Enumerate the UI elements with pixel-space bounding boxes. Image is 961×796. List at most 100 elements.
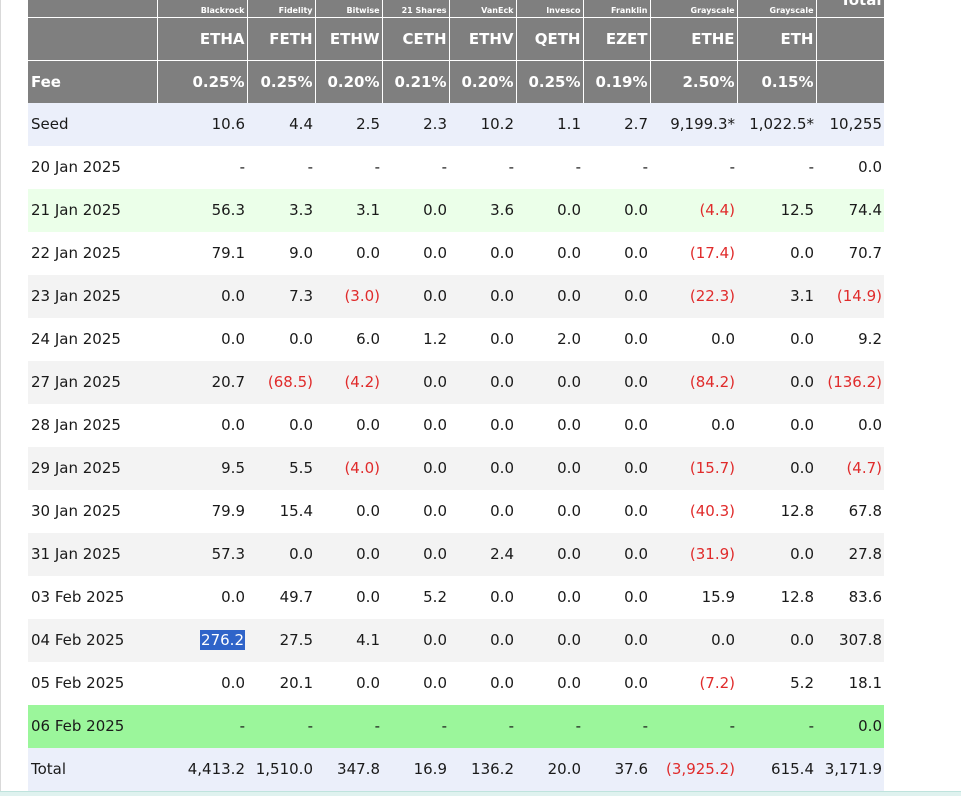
- table-cell[interactable]: 12.8: [737, 490, 816, 533]
- table-cell[interactable]: 15.9: [650, 576, 737, 619]
- table-cell[interactable]: 0.0: [583, 189, 650, 232]
- table-cell[interactable]: 57.3: [157, 533, 247, 576]
- table-cell[interactable]: 10,255: [816, 103, 884, 146]
- table-cell[interactable]: 0.0: [449, 576, 516, 619]
- table-cell[interactable]: (4.7): [816, 447, 884, 490]
- table-cell[interactable]: 0.0: [382, 619, 449, 662]
- table-cell[interactable]: 0.0: [583, 662, 650, 705]
- table-cell[interactable]: -: [247, 146, 315, 189]
- row-label-cell[interactable]: 05 Feb 2025: [28, 662, 157, 705]
- table-cell[interactable]: 1.1: [516, 103, 583, 146]
- table-cell[interactable]: 0.0: [516, 662, 583, 705]
- table-cell[interactable]: 0.0: [737, 404, 816, 447]
- table-cell[interactable]: (4.4): [650, 189, 737, 232]
- row-label-cell[interactable]: 23 Jan 2025: [28, 275, 157, 318]
- table-cell[interactable]: 2.3: [382, 103, 449, 146]
- table-cell[interactable]: -: [449, 705, 516, 748]
- table-cell[interactable]: 0.0: [247, 318, 315, 361]
- table-cell[interactable]: 5.2: [382, 576, 449, 619]
- row-label-cell[interactable]: 04 Feb 2025: [28, 619, 157, 662]
- table-cell[interactable]: 0.0: [157, 662, 247, 705]
- table-cell[interactable]: 0.0: [157, 404, 247, 447]
- table-cell[interactable]: -: [737, 146, 816, 189]
- table-cell[interactable]: 0.0: [382, 447, 449, 490]
- table-cell[interactable]: 7.3: [247, 275, 315, 318]
- table-cell[interactable]: 0.0: [737, 318, 816, 361]
- row-label-cell[interactable]: 20 Jan 2025: [28, 146, 157, 189]
- table-cell[interactable]: 10.6: [157, 103, 247, 146]
- row-label-cell[interactable]: 21 Jan 2025: [28, 189, 157, 232]
- table-cell[interactable]: (22.3): [650, 275, 737, 318]
- table-cell[interactable]: 0.0: [315, 490, 382, 533]
- table-cell[interactable]: 5.2: [737, 662, 816, 705]
- table-cell[interactable]: 3,171.9: [816, 748, 884, 791]
- table-cell[interactable]: 0.0: [449, 619, 516, 662]
- table-cell[interactable]: (136.2): [816, 361, 884, 404]
- row-label-cell[interactable]: 28 Jan 2025: [28, 404, 157, 447]
- table-cell[interactable]: 0.0: [516, 275, 583, 318]
- table-cell[interactable]: 0.0: [157, 275, 247, 318]
- table-cell[interactable]: 0.0: [516, 576, 583, 619]
- table-cell[interactable]: 0.0: [650, 318, 737, 361]
- table-cell[interactable]: 56.3: [157, 189, 247, 232]
- table-cell[interactable]: 3.6: [449, 189, 516, 232]
- table-cell[interactable]: (17.4): [650, 232, 737, 275]
- table-cell[interactable]: 0.0: [449, 447, 516, 490]
- row-label-cell[interactable]: 31 Jan 2025: [28, 533, 157, 576]
- table-cell[interactable]: 0.0: [516, 361, 583, 404]
- table-cell[interactable]: 0.0: [382, 189, 449, 232]
- table-cell[interactable]: 0.0: [816, 404, 884, 447]
- table-cell[interactable]: 0.0: [315, 232, 382, 275]
- table-cell[interactable]: 67.8: [816, 490, 884, 533]
- table-cell[interactable]: 0.0: [737, 619, 816, 662]
- table-cell[interactable]: 0.0: [247, 404, 315, 447]
- table-cell[interactable]: 2.7: [583, 103, 650, 146]
- table-cell[interactable]: (15.7): [650, 447, 737, 490]
- table-cell[interactable]: 0.0: [737, 447, 816, 490]
- table-cell[interactable]: 0.0: [449, 318, 516, 361]
- table-cell[interactable]: 0.0: [382, 533, 449, 576]
- table-cell[interactable]: 0.0: [516, 447, 583, 490]
- table-cell[interactable]: 2.5: [315, 103, 382, 146]
- table-cell[interactable]: 3.3: [247, 189, 315, 232]
- table-cell[interactable]: 0.0: [382, 662, 449, 705]
- table-cell[interactable]: 0.0: [449, 361, 516, 404]
- table-cell[interactable]: -: [315, 146, 382, 189]
- table-cell[interactable]: 0.0: [516, 232, 583, 275]
- table-cell[interactable]: -: [650, 146, 737, 189]
- table-cell[interactable]: 0.0: [516, 490, 583, 533]
- table-cell[interactable]: 0.0: [583, 533, 650, 576]
- table-cell[interactable]: 20.0: [516, 748, 583, 791]
- table-cell[interactable]: 1.2: [382, 318, 449, 361]
- bottom-scroll-strip[interactable]: [0, 791, 961, 796]
- table-cell[interactable]: -: [382, 146, 449, 189]
- row-label-cell[interactable]: Seed: [28, 103, 157, 146]
- table-cell[interactable]: 0.0: [583, 576, 650, 619]
- table-cell[interactable]: (4.2): [315, 361, 382, 404]
- table-cell[interactable]: 0.0: [449, 232, 516, 275]
- table-cell[interactable]: 0.0: [516, 533, 583, 576]
- table-cell[interactable]: (3,925.2): [650, 748, 737, 791]
- row-label-cell[interactable]: Total: [28, 748, 157, 791]
- table-cell[interactable]: 0.0: [583, 490, 650, 533]
- table-cell[interactable]: 0.0: [816, 146, 884, 189]
- table-cell[interactable]: 0.0: [315, 662, 382, 705]
- table-cell[interactable]: -: [157, 705, 247, 748]
- table-cell[interactable]: 0.0: [737, 361, 816, 404]
- table-cell[interactable]: 18.1: [816, 662, 884, 705]
- row-label-cell[interactable]: 06 Feb 2025: [28, 705, 157, 748]
- table-cell[interactable]: -: [315, 705, 382, 748]
- table-cell[interactable]: 276.2: [157, 619, 247, 662]
- table-cell[interactable]: 2.0: [516, 318, 583, 361]
- table-cell[interactable]: 4.1: [315, 619, 382, 662]
- row-label-cell[interactable]: 24 Jan 2025: [28, 318, 157, 361]
- table-cell[interactable]: 0.0: [315, 533, 382, 576]
- table-cell[interactable]: -: [650, 705, 737, 748]
- table-cell[interactable]: 0.0: [816, 705, 884, 748]
- table-cell[interactable]: 0.0: [449, 490, 516, 533]
- table-cell[interactable]: 15.4: [247, 490, 315, 533]
- row-label-cell[interactable]: 29 Jan 2025: [28, 447, 157, 490]
- table-cell[interactable]: 0.0: [583, 404, 650, 447]
- table-cell[interactable]: -: [737, 705, 816, 748]
- table-cell[interactable]: 0.0: [583, 619, 650, 662]
